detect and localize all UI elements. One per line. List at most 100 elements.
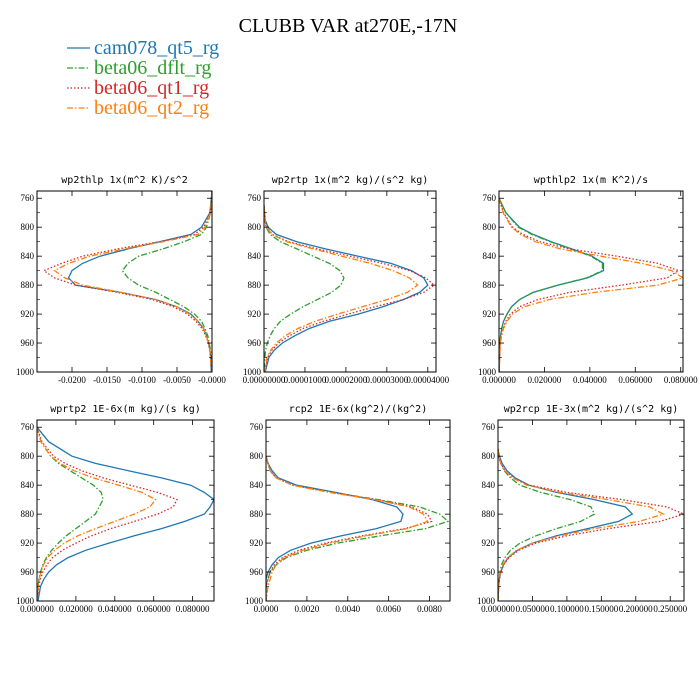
x-tick-label: 0.080000: [664, 375, 698, 385]
series-line-beta06_dflt_rg: [264, 205, 345, 372]
x-tick-label: -0.0200: [58, 375, 86, 385]
panel-0: wp2thlp 1x(m^2 K)/s^2 760 800 840 880 920 960 1…: [16, 175, 226, 385]
x-tick-label: 0.00001000: [284, 375, 327, 385]
x-tick-label: 0.00004000: [406, 375, 449, 385]
y-tick-label: 760: [248, 193, 262, 203]
y-tick-label: 1000: [243, 367, 262, 377]
figure-title: CLUBB VAR at270E,-17N: [239, 15, 458, 37]
series-line-beta06_dflt_rg: [266, 456, 450, 601]
series-line-cam078_qt5_rg: [266, 456, 404, 601]
x-tick-label: 0.040000: [573, 375, 607, 385]
y-tick-label: 880: [483, 280, 497, 290]
series-line-beta06_qt1_rg: [42, 191, 212, 372]
y-tick-label: 840: [21, 251, 35, 261]
y-tick-label: 1000: [477, 596, 496, 606]
y-tick-label: 920: [21, 538, 35, 548]
plot-frame: [263, 190, 437, 373]
series-line-beta06_qt2_rg: [266, 456, 429, 601]
legend-entry-0: cam078_qt5_rg: [94, 37, 219, 59]
x-tick-label: 0.020000: [528, 375, 562, 385]
series-line-beta06_qt2_rg: [37, 427, 157, 601]
y-tick-label: 760: [483, 193, 497, 203]
panel-title: wprtp2 1E-6x(m kg)/(s kg): [50, 404, 201, 415]
y-tick-label: 960: [483, 338, 497, 348]
plot-frame: [36, 190, 213, 373]
x-tick-label: 0.0080: [417, 604, 442, 614]
legend-entry-1: beta06_dflt_rg: [94, 57, 211, 79]
y-tick-label: 840: [483, 251, 497, 261]
series-line-beta06_dflt_rg: [498, 448, 596, 601]
y-tick-label: 760: [21, 193, 35, 203]
y-tick-label: 960: [248, 338, 262, 348]
panel-title: rcp2 1E-6x(kg^2)/(kg^2): [289, 404, 427, 415]
x-tick-label: 0.200000: [619, 604, 653, 614]
x-tick-label: 0.000000: [20, 604, 54, 614]
y-tick-label: 960: [482, 567, 496, 577]
panel-5: wp2rcp 1E-3x(m^2 kg)/(s^2 kg) 760 800 840 88…: [477, 404, 688, 614]
series-line-beta06_qt1_rg: [498, 448, 684, 601]
panel-1: wp2rtp 1x(m^2 kg)/(s^2 kg) 760 800 840 880 92…: [243, 175, 450, 385]
y-tick-label: 1000: [16, 367, 35, 377]
x-tick-label: 0.020000: [59, 604, 93, 614]
x-tick-label: 0.0060: [376, 604, 401, 614]
x-tick-label: -0.0050: [163, 375, 191, 385]
y-tick-label: 840: [21, 480, 35, 490]
x-tick-label: 0.060000: [618, 375, 652, 385]
series-line-beta06_qt1_rg: [266, 456, 433, 601]
y-tick-label: 1000: [478, 367, 497, 377]
y-tick-label: 800: [483, 222, 497, 232]
y-tick-label: 760: [21, 422, 35, 432]
panels: wp2thlp 1x(m^2 K)/s^2 760 800 840 880 920 960 1…: [16, 175, 698, 614]
y-tick-label: 760: [482, 422, 496, 432]
y-tick-label: 840: [482, 480, 496, 490]
y-tick-label: 920: [483, 309, 497, 319]
x-tick-label: 0.080000: [176, 604, 210, 614]
y-tick-label: 800: [250, 451, 264, 461]
x-tick-label: 0.100000: [550, 604, 584, 614]
y-tick-label: 800: [21, 222, 35, 232]
plot-frame: [265, 419, 451, 602]
x-tick-label: 0.000000: [481, 604, 515, 614]
x-tick-label: 0.060000: [137, 604, 171, 614]
legend: cam078_qt5_rgbeta06_dflt_rgbeta06_qt1_rg…: [67, 37, 219, 119]
series-line-cam078_qt5_rg: [499, 197, 605, 372]
y-tick-label: 960: [21, 338, 35, 348]
y-tick-label: 960: [250, 567, 264, 577]
panel-title: wp2rtp 1x(m^2 kg)/(s^2 kg): [272, 175, 429, 186]
y-tick-label: 880: [21, 509, 35, 519]
x-tick-label: 0.050000: [516, 604, 550, 614]
series-line-beta06_dflt_rg: [499, 197, 604, 372]
y-tick-label: 880: [248, 280, 262, 290]
panel-4: rcp2 1E-6x(kg^2)/(kg^2) 760 800 840 880 920 96…: [245, 404, 451, 614]
x-tick-label: 0.000000: [482, 375, 516, 385]
series-line-cam078_qt5_rg: [498, 448, 634, 601]
series-line-beta06_qt1_rg: [264, 205, 436, 372]
x-tick-label: -0.0100: [128, 375, 156, 385]
series-line-cam078_qt5_rg: [67, 191, 212, 372]
series-line-beta06_qt1_rg: [499, 198, 680, 372]
y-tick-label: 880: [250, 509, 264, 519]
y-tick-label: 880: [21, 280, 35, 290]
series-line-beta06_qt2_rg: [53, 191, 212, 372]
y-tick-label: 800: [21, 451, 35, 461]
y-tick-label: 840: [250, 480, 264, 490]
legend-entry-3: beta06_qt2_rg: [94, 97, 209, 119]
series-line-cam078_qt5_rg: [264, 205, 429, 372]
x-tick-label: 0.250000: [653, 604, 687, 614]
panel-3: wprtp2 1E-6x(m kg)/(s kg) 760 800 840 880 920…: [16, 404, 215, 614]
x-tick-label: -0.0150: [93, 375, 121, 385]
panel-2: wpthlp2 1x(m K^2)/s 760 800 840 880 920 960 100…: [478, 175, 698, 385]
series-line-beta06_qt1_rg: [37, 426, 178, 601]
panel-title: wp2rcp 1E-3x(m^2 kg)/(s^2 kg): [504, 404, 679, 415]
y-tick-label: 920: [250, 538, 264, 548]
plot-frame: [497, 419, 685, 602]
series-line-beta06_qt2_rg: [498, 448, 666, 601]
y-tick-label: 1000: [245, 596, 264, 606]
x-tick-label: 0.150000: [584, 604, 618, 614]
plot-frame: [36, 419, 215, 602]
y-tick-label: 960: [21, 567, 35, 577]
series-line-beta06_dflt_rg: [121, 191, 212, 372]
x-tick-label: 0.0040: [335, 604, 360, 614]
x-tick-label: 0.0020: [295, 604, 320, 614]
